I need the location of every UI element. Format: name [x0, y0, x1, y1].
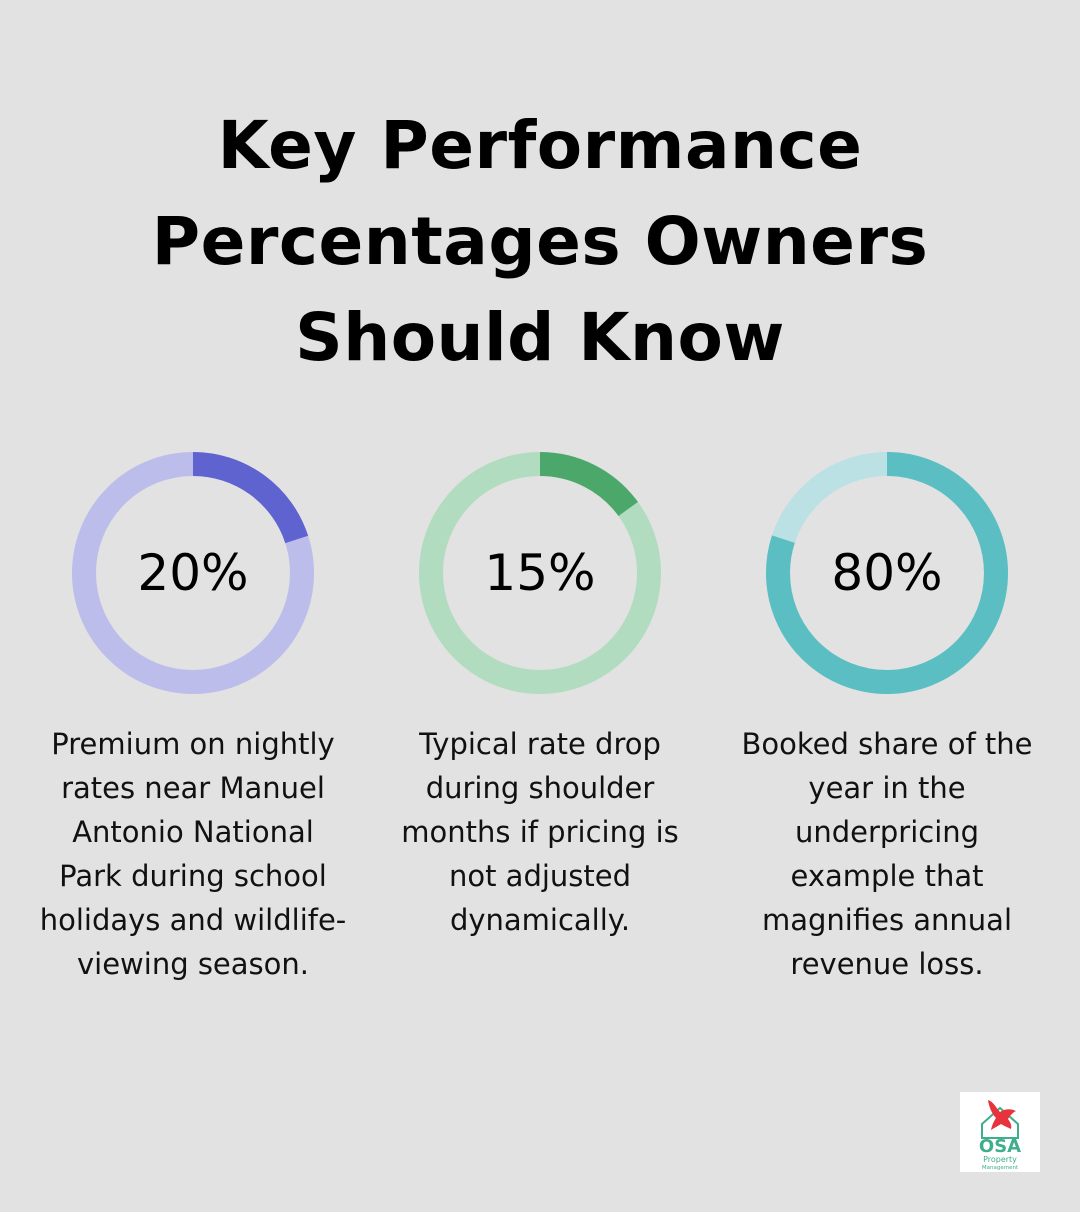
donut-chart: 20% [72, 452, 314, 694]
stat-card: 80% Booked share of the year in the unde… [714, 452, 1060, 986]
logo-line1: Property [983, 1155, 1017, 1164]
description-line: Antonio National [72, 815, 314, 849]
description-line: not adjusted [448, 859, 632, 893]
title-line: Key Performance [217, 107, 863, 184]
description-line: viewing season. [76, 947, 309, 981]
description-line: Park during school [59, 859, 327, 893]
description-line: Typical rate drop [419, 727, 661, 761]
stat-card: 20% Premium on nightly rates near Manuel… [20, 452, 366, 986]
logo-name: OSA [979, 1136, 1021, 1157]
description-line: Booked share of the [741, 727, 1033, 761]
donut-chart: 15% [419, 452, 661, 694]
description-line: revenue loss. [790, 947, 984, 981]
description-line: example that [790, 859, 984, 893]
parrot-icon: OSA Property Management [979, 1100, 1021, 1171]
stat-description: Booked share of the year in the underpri… [714, 722, 1060, 986]
title-line: Percentages Owners [151, 203, 929, 280]
donut-value-arc [72, 452, 314, 694]
company-logo: OSA Property Management [960, 1092, 1040, 1172]
description-line: dynamically. [449, 903, 631, 937]
stat-card: 15% Typical rate drop during shoulder mo… [367, 452, 713, 942]
logo-line2: Management [982, 1165, 1019, 1171]
title-line: Should Know [295, 299, 785, 376]
description-line: underpricing [794, 815, 980, 849]
description-line: magnifies annual [761, 903, 1013, 937]
logo-bird-shape [988, 1100, 1016, 1130]
percent-label: 20% [137, 544, 248, 602]
description-line: months if pricing is [401, 815, 679, 849]
description-line: rates near Manuel [61, 771, 325, 805]
donut-value-arc [766, 452, 1008, 694]
stat-description: Premium on nightly rates near Manuel Ant… [20, 722, 366, 986]
page-title: Key Performance Percentages Owners Shoul… [0, 98, 1080, 386]
percent-label: 15% [484, 544, 595, 602]
description-line: holidays and wildlife- [39, 903, 347, 937]
donut-value-arc [419, 452, 661, 694]
stat-description: Typical rate drop during shoulder months… [367, 722, 713, 942]
description-line: during shoulder [425, 771, 655, 805]
description-line: Premium on nightly [51, 727, 335, 761]
percent-label: 80% [831, 544, 942, 602]
donut-chart: 80% [766, 452, 1008, 694]
description-line: year in the [808, 771, 966, 805]
